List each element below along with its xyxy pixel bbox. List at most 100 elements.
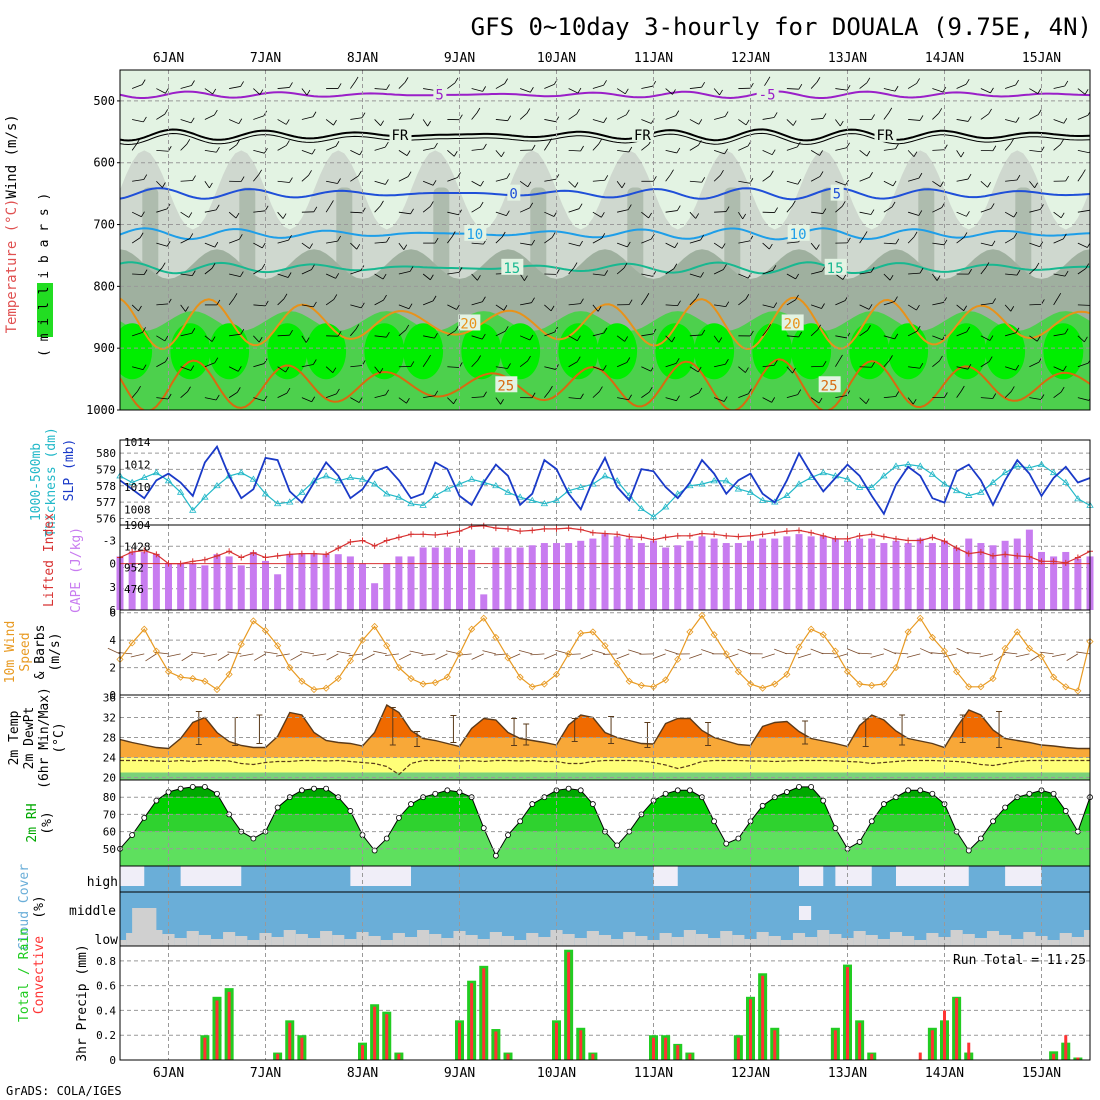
wind-barb-flag (406, 398, 410, 404)
wind-barb-flag (891, 201, 896, 208)
wind-barb (592, 304, 599, 312)
wind-speed-point (322, 684, 330, 692)
precip-convective-bar (555, 1022, 558, 1060)
wind-barb (592, 332, 605, 337)
li-point (153, 551, 160, 558)
wind-barb (1004, 211, 1015, 218)
ylabel-wind: Wind (m/s) (4, 114, 20, 198)
precip-convective-bar (482, 968, 486, 1060)
wind-barb (932, 273, 938, 281)
precip-convective-bar (664, 1037, 668, 1060)
wind10m-barb (398, 653, 412, 661)
wind-barb-flag (839, 120, 844, 127)
cape-bar (589, 538, 597, 610)
wind-barb-flag (725, 359, 729, 365)
wind-barb (471, 180, 481, 187)
cloud-low-bar (198, 935, 211, 946)
wind-barb-flag (628, 146, 633, 153)
wind-barb-flag (216, 299, 221, 306)
li-point (565, 525, 572, 532)
wind-speed-point (552, 670, 561, 679)
precip-convective-bar (736, 1037, 740, 1060)
wind-barb-flag (652, 328, 657, 335)
wind-barb-flag (457, 172, 461, 178)
wind10m-barb (190, 651, 205, 655)
wind-barb (131, 237, 141, 244)
li-point (820, 532, 827, 539)
wind-barb (253, 210, 266, 213)
thickness-tick-label: 579 (96, 463, 116, 476)
wind-barb-flag (1010, 386, 1015, 392)
wind-barb (277, 180, 290, 183)
wind-barb-flag (580, 298, 584, 304)
cape-bar (468, 549, 476, 610)
wind-barb (907, 236, 915, 244)
wind10m-barb (930, 652, 945, 655)
wind-barb (471, 242, 484, 245)
wind-barb (253, 149, 265, 154)
wind-barb-flag (162, 182, 166, 188)
wind-barb (956, 119, 969, 122)
rh-plume (1015, 187, 1032, 287)
wind-barb (980, 397, 993, 399)
wind-barb-flag (1062, 365, 1067, 372)
wind-barb (422, 273, 431, 281)
wind-barb (447, 397, 454, 405)
wind-barb-flag (766, 76, 771, 83)
wind-barb-flag (386, 84, 390, 90)
wind-barb (374, 88, 387, 90)
wind-speed-point (177, 673, 185, 681)
wind-barb (350, 329, 357, 337)
wind-barb-flag (916, 325, 921, 332)
thickness-point (395, 493, 403, 500)
rh-high-pocket (120, 323, 153, 380)
cape-bar (650, 540, 657, 610)
wind-barb-flag (479, 201, 484, 208)
wind-barb-flag (939, 355, 943, 362)
wind10m-barb (737, 648, 751, 655)
cape-bar (189, 563, 197, 610)
wind-barb-flag (863, 231, 868, 237)
wind-speed-point (662, 676, 670, 684)
wind-barb (519, 88, 531, 93)
wind-barb-flag (480, 180, 484, 187)
cape-bar (540, 543, 548, 610)
wind-barb-flag (1013, 211, 1018, 218)
wind-barb-flag (531, 239, 536, 246)
wind10m-barb (906, 653, 921, 658)
wind-barb (1029, 335, 1038, 342)
wind-barb-flag (623, 262, 628, 269)
cloud-low-bar (780, 940, 793, 946)
wind-tick-label: 6 (109, 607, 116, 620)
precip-convective-bar (276, 1053, 280, 1060)
wind-barb (204, 335, 213, 342)
isotherm-label: 25 (497, 378, 514, 394)
precip-run-total: Run Total = 11.25 (953, 953, 1086, 968)
wind-barb (932, 302, 944, 306)
wind-barb-flag (288, 234, 292, 241)
cloud-low-bar (174, 938, 187, 946)
wind-barb-flag (386, 236, 390, 243)
wind-barb-flag (723, 264, 727, 270)
wind-barb (641, 119, 652, 124)
wind-barb (568, 208, 580, 213)
wind-barb (1053, 119, 1064, 124)
cape-bar (553, 543, 560, 610)
cape-bar (128, 551, 136, 610)
wind-barb-flag (531, 144, 536, 151)
wind-barb-flag (1010, 306, 1015, 312)
isotherm-label-bg (787, 224, 810, 241)
wind-barb-flag (720, 169, 724, 176)
thickness-point (419, 501, 427, 508)
wind-barb-flag (286, 140, 290, 146)
wind-speed-point (601, 642, 609, 650)
wind-barb (326, 180, 338, 184)
li-point (383, 537, 390, 544)
wind-barb (447, 177, 458, 182)
precip-type-ylabel-line: Convective (32, 936, 47, 1014)
precip-convective-bar (918, 1052, 922, 1060)
wind-barb (519, 113, 528, 120)
wind-barb (229, 333, 241, 337)
wind-barb-flag (942, 334, 946, 340)
wind-barb-flag (750, 330, 754, 337)
